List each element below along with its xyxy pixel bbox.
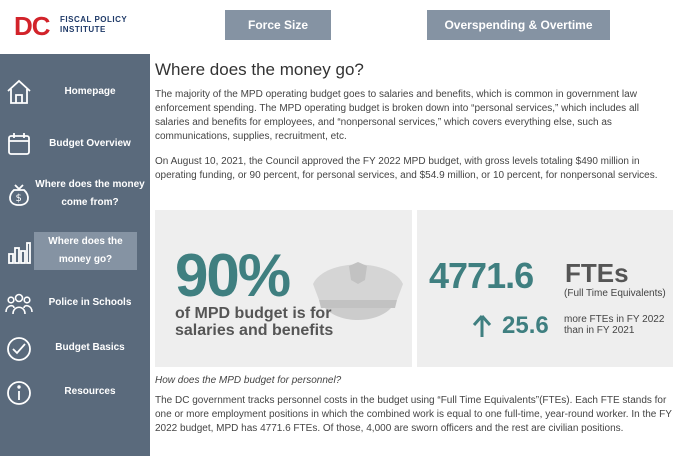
sidebar-item-label: Police in Schools (48, 297, 132, 308)
logo-mark: DC (14, 11, 51, 41)
people-icon (5, 290, 33, 318)
logo-line-1: FISCAL POLICY (60, 15, 128, 24)
sidebar-item-label: Budget Basics (55, 342, 125, 353)
fte-explanation-paragraph: The DC government tracks personnel costs… (155, 395, 672, 434)
police-cap-icon (313, 262, 403, 320)
sidebar-item-label: Where does the money come from? (35, 179, 145, 208)
fte-stat-card: 4771.6 FTEs (Full Time Equivalents) 25.6… (417, 210, 673, 367)
sidebar-item-resources[interactable]: Resources (0, 379, 150, 409)
fte-value: 4771.6 (429, 255, 534, 296)
svg-text:$: $ (16, 193, 22, 204)
bar-chart-icon (5, 238, 33, 266)
money-bag-icon: $ (5, 180, 33, 208)
sidebar-item-money-come-from[interactable]: $ Where does the money come from? (0, 176, 150, 220)
sidebar-item-label: Resources (64, 386, 116, 397)
logo-line-2: INSTITUTE (60, 25, 106, 34)
force-size-button[interactable]: Force Size (225, 10, 331, 40)
sidebar-item-budget-overview[interactable]: Budget Overview (0, 130, 150, 170)
sidebar-nav: Homepage Budget Overview $ Where does th… (0, 54, 150, 456)
up-arrow-icon (472, 315, 492, 337)
sidebar-item-label: Budget Overview (49, 138, 131, 149)
sidebar-item-budget-basics[interactable]: Budget Basics (0, 335, 150, 365)
intro-paragraph: The majority of the MPD operating budget… (155, 89, 639, 142)
fte-difference-text: more FTEs in FY 2022 than in FY 2021 (564, 314, 665, 336)
fiscal-policy-institute-logo[interactable]: DC FISCAL POLICY INSTITUTE (14, 11, 134, 43)
fte-difference: 25.6 (502, 312, 549, 339)
checkmark-icon (5, 335, 33, 363)
salaries-percent-caption: of MPD budget is for salaries and benefi… (175, 305, 334, 339)
personnel-subheading: How does the MPD budget for personnel? (155, 375, 342, 386)
fte-subtitle: (Full Time Equivalents) (564, 288, 666, 299)
salaries-stat-card: 90% of MPD budget is for salaries and be… (155, 210, 412, 367)
sidebar-item-homepage[interactable]: Homepage (0, 78, 150, 118)
calendar-icon (5, 130, 33, 158)
sidebar-item-label: Homepage (64, 86, 116, 97)
salaries-percent: 90% (175, 242, 291, 309)
sidebar-item-label: Where does the money go? (34, 232, 137, 270)
page-title: Where does the money go? (155, 60, 364, 79)
info-icon (5, 379, 33, 407)
budget-approval-paragraph: On August 10, 2021, the Council approved… (155, 156, 658, 181)
sidebar-item-money-go[interactable]: Where does the money go? (0, 232, 150, 272)
overspending-overtime-button[interactable]: Overspending & Overtime (427, 10, 610, 40)
sidebar-item-police-in-schools[interactable]: Police in Schools (0, 290, 150, 320)
home-icon (5, 78, 33, 106)
fte-unit: FTEs (565, 258, 629, 288)
